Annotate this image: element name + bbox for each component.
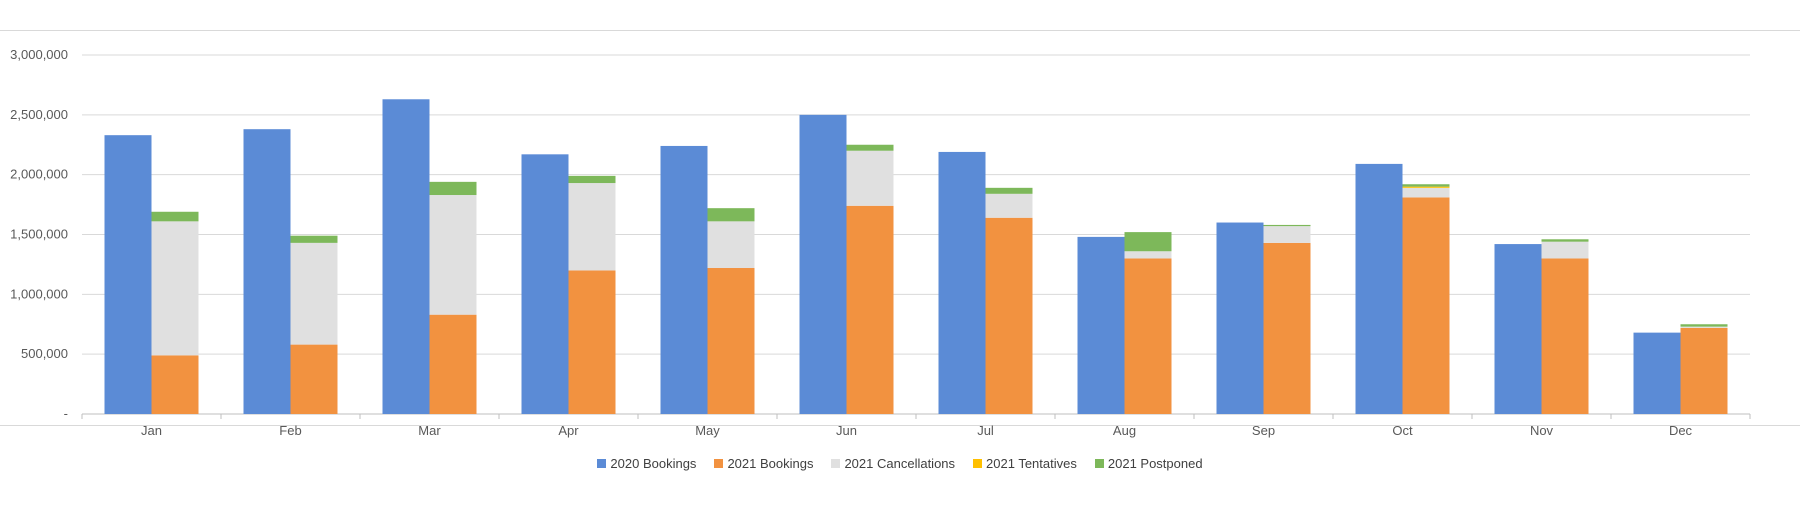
bar-2021-cancellations-jan (151, 221, 199, 356)
legend-label: 2021 Cancellations (844, 456, 956, 471)
x-tick-label: Apr (558, 423, 579, 438)
legend-swatch (714, 459, 724, 468)
chart-border-bottom (0, 425, 1800, 426)
legend-label: 2021 Postponed (1107, 456, 1203, 471)
bar-2020-bookings-may (660, 145, 708, 415)
legend-label: 2020 Bookings (610, 456, 697, 471)
bar-2021-postponed-nov (1541, 239, 1589, 242)
bar-2021-cancellations-may (707, 221, 755, 269)
bar-2021-cancellations-feb (290, 242, 338, 345)
x-tick-label: Mar (418, 423, 441, 438)
bar-2021-cancellations-oct (1402, 187, 1450, 198)
x-tick-label: Feb (279, 423, 301, 438)
y-tick-label: 500,000 (21, 346, 68, 361)
x-tick-label: Jan (141, 423, 162, 438)
bar-2021-cancellations-sep (1263, 226, 1311, 243)
legend-swatch (1094, 459, 1104, 468)
x-tick-label: Jun (836, 423, 857, 438)
bar-2021-bookings-feb (290, 344, 338, 414)
bar-2021-bookings-jun (846, 205, 894, 414)
bar-2021-postponed-dec (1680, 324, 1728, 327)
y-tick-label: 1,000,000 (10, 286, 68, 301)
bar-2020-bookings-oct (1355, 163, 1403, 414)
bar-2021-cancellations-apr (568, 183, 616, 271)
x-tick-label: Aug (1113, 423, 1136, 438)
bar-2021-postponed-apr (568, 175, 616, 184)
x-tick-label: May (695, 423, 720, 438)
bar-2020-bookings-mar (382, 99, 430, 414)
x-tick-label: Nov (1530, 423, 1554, 438)
legend-item: 2021 Tentatives (973, 456, 1077, 471)
y-tick-label: - (64, 406, 68, 421)
bar-2021-cancellations-mar (429, 195, 477, 315)
bar-2021-bookings-nov (1541, 258, 1589, 414)
bar-2021-bookings-aug (1124, 258, 1172, 414)
bar-2021-tentatives-oct (1402, 186, 1450, 188)
bar-2021-cancellations-nov (1541, 241, 1589, 259)
bar-2021-bookings-apr (568, 270, 616, 414)
bar-2020-bookings-jun (799, 114, 847, 414)
bar-2021-postponed-may (707, 208, 755, 222)
bar-2021-cancellations-jul (985, 193, 1033, 218)
bar-2021-postponed-feb (290, 235, 338, 243)
bar-2021-postponed-jan (151, 211, 199, 222)
bar-2021-cancellations-dec (1680, 326, 1728, 328)
legend-swatch (973, 459, 983, 468)
bar-2021-postponed-sep (1263, 224, 1311, 227)
bar-2021-cancellations-jun (846, 150, 894, 206)
bar-2021-bookings-oct (1402, 197, 1450, 414)
bar-2021-bookings-sep (1263, 242, 1311, 414)
chart-border-top (0, 30, 1800, 31)
x-tick-label: Dec (1669, 423, 1693, 438)
bar-2020-bookings-jul (938, 151, 986, 414)
bar-2020-bookings-sep (1216, 222, 1264, 414)
legend-swatch (831, 459, 841, 468)
bar-2021-postponed-jul (985, 187, 1033, 194)
bar-2021-postponed-oct (1402, 184, 1450, 187)
bar-2021-bookings-dec (1680, 327, 1728, 414)
bar-2020-bookings-aug (1077, 236, 1125, 414)
legend-swatch (597, 459, 607, 468)
legend-label: 2021 Tentatives (986, 456, 1077, 471)
bar-2021-cancellations-aug (1124, 251, 1172, 259)
y-tick-label: 1,500,000 (10, 227, 68, 242)
x-tick-label: Sep (1252, 423, 1275, 438)
y-axis-ticks: - 500,000 1,000,000 1,500,000 2,000,000 2,500… (10, 47, 68, 421)
bar-2020-bookings-apr (521, 154, 569, 414)
bar-2020-bookings-jan (104, 135, 152, 414)
y-tick-label: 2,000,000 (10, 167, 68, 182)
gridlines (82, 54, 1750, 415)
bars (104, 99, 1728, 415)
bar-2020-bookings-feb (243, 129, 291, 414)
legend-item: 2021 Postponed (1094, 456, 1203, 471)
bar-2020-bookings-nov (1494, 244, 1542, 414)
y-tick-label: 3,000,000 (10, 47, 68, 62)
legend-item: 2021 Cancellations (831, 456, 955, 471)
chart-legend: 2020 Bookings 2021 Bookings 2021 Cancellat… (0, 456, 1800, 471)
legend-label: 2021 Bookings (727, 456, 814, 471)
bar-2021-postponed-aug (1124, 232, 1172, 252)
y-tick-label: 2,500,000 (10, 107, 68, 122)
x-axis-ticks: Jan Feb Mar Apr May Jun Jul Aug Sep Oct Nov Dec (81, 414, 1751, 438)
legend-item: 2020 Bookings (597, 456, 696, 471)
bar-2021-postponed-jun (846, 144, 894, 151)
x-tick-label: Jul (977, 423, 994, 438)
bar-2021-bookings-jul (985, 217, 1033, 414)
legend-item: 2021 Bookings (714, 456, 813, 471)
bar-2021-bookings-mar (429, 314, 477, 414)
bar-2020-bookings-dec (1633, 332, 1681, 414)
bar-2021-postponed-mar (429, 181, 477, 196)
x-tick-label: Oct (1392, 423, 1413, 438)
bar-2021-bookings-jan (151, 355, 199, 414)
bar-2021-bookings-may (707, 268, 755, 414)
